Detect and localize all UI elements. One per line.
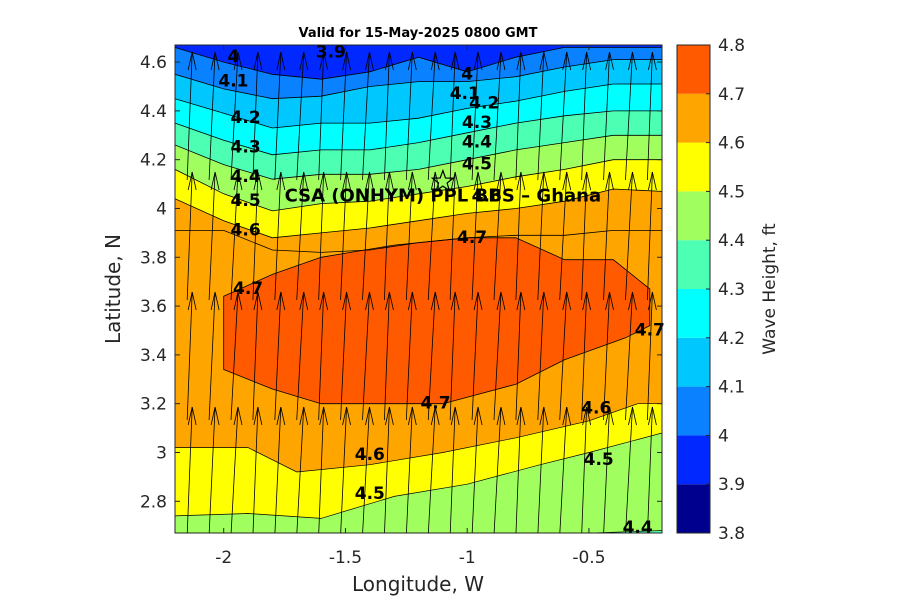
colorbar-swatch <box>677 387 710 436</box>
colorbar-swatch <box>677 435 710 484</box>
y-tick-label: 4.6 <box>140 53 167 73</box>
colorbar: 3.8 3.9 4 4.1 4.2 4.3 4.4 4.5 4.6 4.7 4.8 <box>677 36 745 544</box>
contour-label: 4.5 <box>584 450 614 470</box>
colorbar-tick-label: 4.1 <box>718 378 745 398</box>
colorbar-label: Wave Height, ft <box>760 223 780 355</box>
y-tick-label: 4.4 <box>140 102 167 122</box>
colorbar-tick-label: 4.3 <box>718 280 745 300</box>
chart-title: Valid for 15-May-2025 0800 GMT <box>299 26 538 41</box>
x-tick-label: -1.5 <box>329 548 362 568</box>
colorbar-tick-label: 3.9 <box>718 475 745 495</box>
colorbar-swatch <box>677 240 710 289</box>
contour-label: 4.1 <box>218 72 248 92</box>
wave-height-chart: Valid for 15-May-2025 0800 GMT 3.9 4 4 4.1 4… <box>0 0 900 600</box>
y-tick-label: 2.8 <box>140 492 167 512</box>
contour-label: 4.7 <box>420 394 450 414</box>
contour-label: 4.7 <box>233 279 263 299</box>
contour-label: 4.3 <box>462 113 492 133</box>
x-tick-label: -2 <box>215 548 232 568</box>
contour-label: 4.5 <box>355 484 385 504</box>
contour-label: 4.5 <box>231 191 261 211</box>
contour-label: 4.7 <box>635 320 665 340</box>
contour-label: 4.6 <box>231 220 261 240</box>
y-tick-label: 4.2 <box>140 151 167 171</box>
contour-label: 4.6 <box>355 445 385 465</box>
colorbar-swatch <box>677 289 710 338</box>
y-tick-label: 3.6 <box>140 297 167 317</box>
colorbar-tick-label: 4.2 <box>718 329 745 349</box>
contour-label: 4 <box>461 64 473 84</box>
contour-label: 4.3 <box>231 137 261 157</box>
y-tick-label: 3.2 <box>140 395 167 415</box>
x-axis-label: Longitude, W <box>352 572 484 596</box>
colorbar-tick-label: 4.4 <box>718 231 745 251</box>
contour-label: 4.4 <box>462 133 492 153</box>
contour-label: 4.6 <box>581 399 611 419</box>
colorbar-swatch <box>677 191 710 240</box>
colorbar-swatch <box>677 45 710 94</box>
y-tick-label: 3 <box>156 443 167 463</box>
contour-label: 4 <box>228 47 240 67</box>
colorbar-tick-label: 4.8 <box>718 36 745 56</box>
y-tick-label: 4 <box>156 199 167 219</box>
colorbar-swatch <box>677 484 710 533</box>
y-tick-label: 3.4 <box>140 346 167 366</box>
site-label: CSA (ONHYM) PPL BBS – Ghana <box>285 186 602 207</box>
y-axis-label: Latitude, N <box>101 234 125 344</box>
y-tick-label: 3.8 <box>140 248 167 268</box>
colorbar-tick-label: 4.6 <box>718 134 745 154</box>
contour-label: 4.4 <box>623 518 653 538</box>
contour-label: 4.4 <box>231 167 261 187</box>
colorbar-swatch <box>677 143 710 192</box>
colorbar-tick-label: 4.5 <box>718 182 745 202</box>
contour-label: 4.5 <box>462 155 492 175</box>
x-tick-label: -0.5 <box>572 548 605 568</box>
colorbar-tick-label: 4 <box>718 426 729 446</box>
x-tick-label: -1 <box>459 548 476 568</box>
contour-label: 4.2 <box>469 94 499 114</box>
contour-label: 4.2 <box>231 108 261 128</box>
colorbar-swatch <box>677 338 710 387</box>
colorbar-tick-label: 4.7 <box>718 85 745 105</box>
contour-label: 4.7 <box>457 228 487 248</box>
colorbar-tick-label: 3.8 <box>718 524 745 544</box>
colorbar-swatch <box>677 94 710 143</box>
